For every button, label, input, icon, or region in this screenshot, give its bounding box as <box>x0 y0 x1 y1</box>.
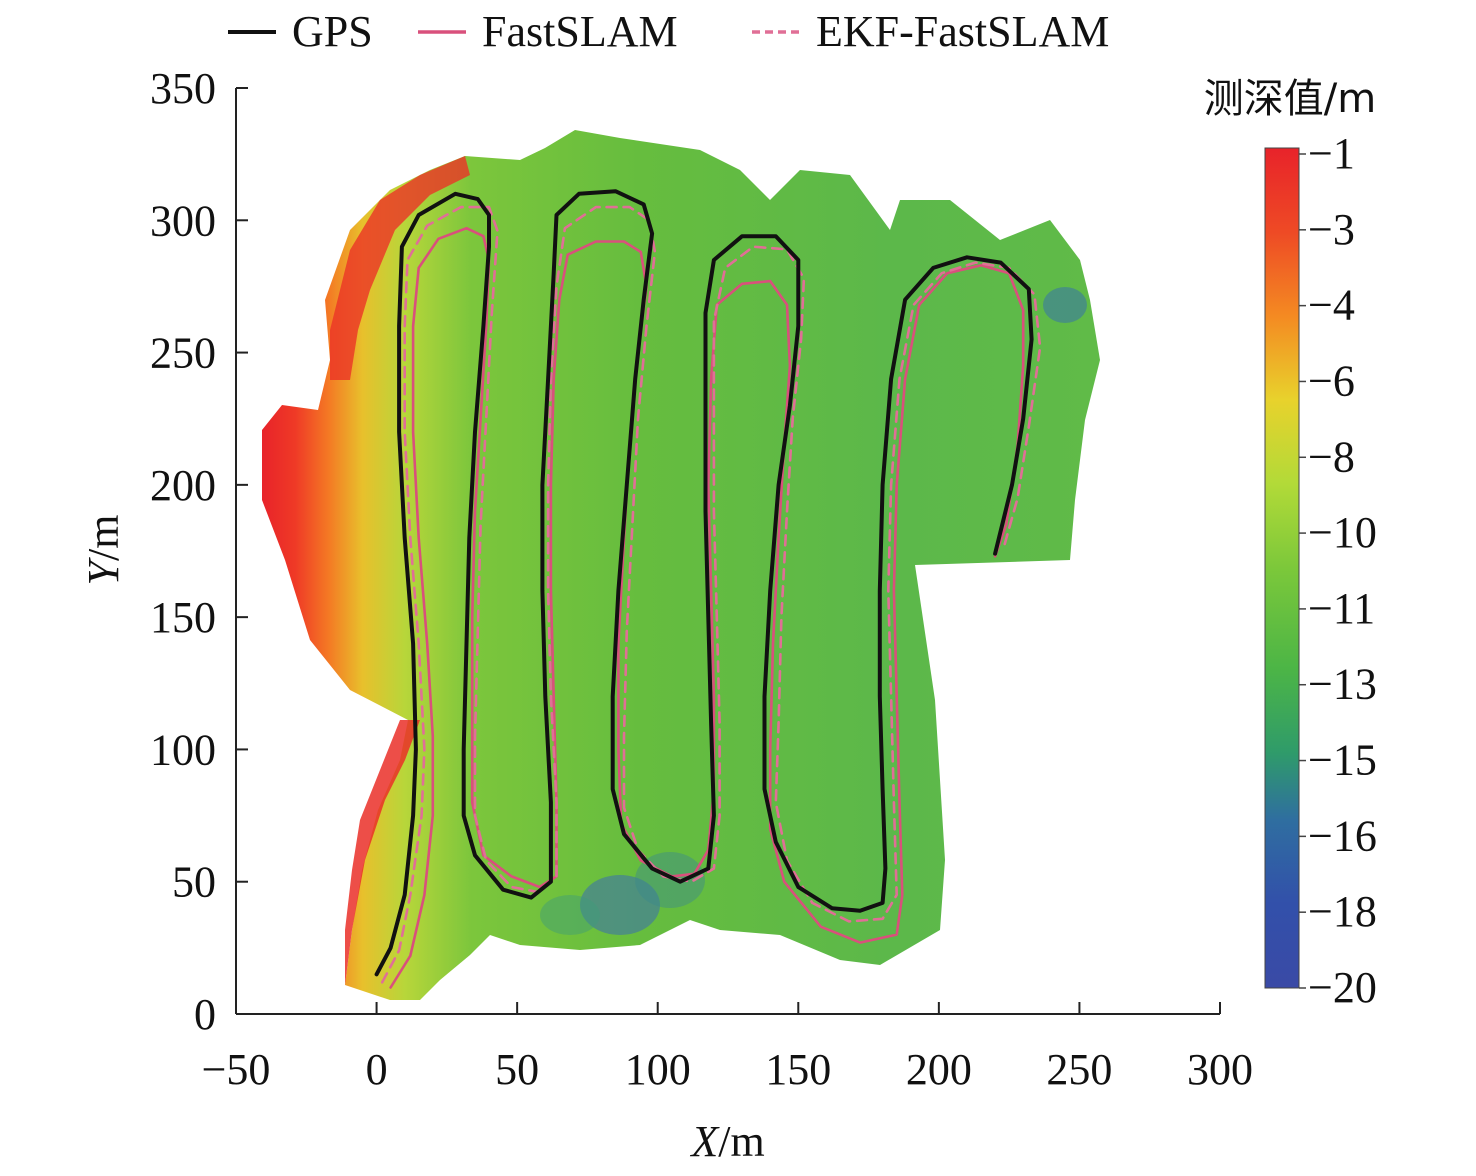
y-tick-label: 50 <box>172 858 216 907</box>
y-tick-label: 200 <box>150 461 216 510</box>
y-tick-label: 100 <box>150 725 216 774</box>
colorbar-title: 测深值/m <box>1204 76 1376 122</box>
series-line-ekf-fastslam <box>380 205 1042 984</box>
colorbar-label: −6 <box>1308 356 1355 405</box>
legend-label: FastSLAM <box>482 7 678 56</box>
x-tick-label: 100 <box>625 1045 691 1094</box>
x-tick-label: 300 <box>1187 1045 1253 1094</box>
legend: GPS FastSLAM EKF-FastSLAM <box>228 7 1109 56</box>
colorbar-label: −16 <box>1308 811 1377 860</box>
colorbar-label: −3 <box>1308 205 1355 254</box>
colorbar-label: −11 <box>1308 584 1375 633</box>
y-tick-label: 150 <box>150 593 216 642</box>
legend-label: EKF-FastSLAM <box>816 7 1109 56</box>
x-tick-label: 0 <box>366 1045 388 1094</box>
legend-label: GPS <box>292 7 373 56</box>
series-layer <box>374 189 1042 989</box>
colorbar-label: −20 <box>1308 963 1377 1012</box>
x-tick-label: 200 <box>906 1045 972 1094</box>
colorbar-label: −15 <box>1308 736 1377 785</box>
axes: −50 0 50 100 150 200 250 300 0 50 100 150 200 250 300 3… <box>150 64 1253 1094</box>
series-line-gps <box>374 189 1034 977</box>
colorbar-label: −1 <box>1308 129 1355 178</box>
depth-map <box>262 130 1100 1000</box>
colorbar-bar <box>1264 147 1300 989</box>
colorbar: 测深值/m −1 −3 −4 −6 −8 −10 −11 −13 −15 −16 −18 −20 <box>1204 76 1377 1012</box>
y-tick-label: 0 <box>194 990 216 1039</box>
colorbar-label: −4 <box>1308 281 1355 330</box>
y-tick-label: 300 <box>150 196 216 245</box>
y-tick-label: 350 <box>150 64 216 113</box>
x-tick-label: −50 <box>202 1045 271 1094</box>
x-axis-label: X/m <box>689 1117 764 1166</box>
x-tick-label: 250 <box>1046 1045 1112 1094</box>
colorbar-label: −13 <box>1308 660 1377 709</box>
x-tick-label: 50 <box>495 1045 539 1094</box>
colorbar-label: −10 <box>1308 508 1377 557</box>
y-axis-label: Y/m <box>79 515 128 586</box>
colorbar-label: −18 <box>1308 887 1377 936</box>
x-tick-label: 150 <box>765 1045 831 1094</box>
y-tick-label: 250 <box>150 329 216 378</box>
colorbar-label: −8 <box>1308 432 1355 481</box>
